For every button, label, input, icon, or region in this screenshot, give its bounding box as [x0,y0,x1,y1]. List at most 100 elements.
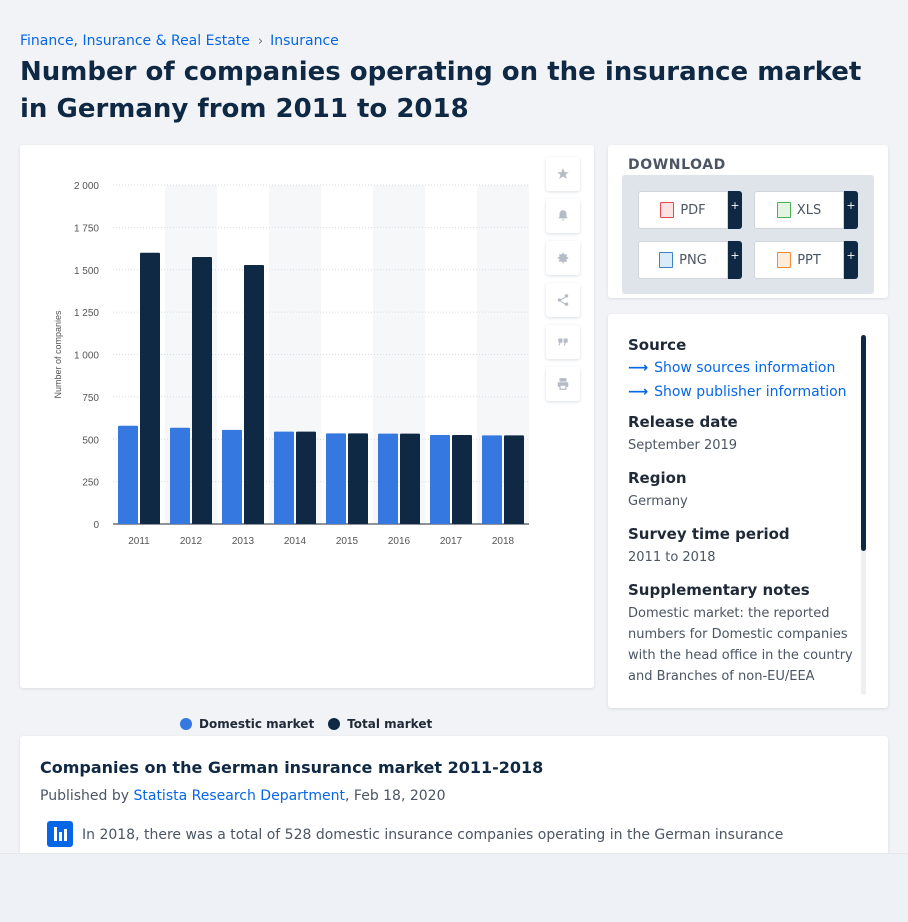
page-title: Number of companies operating on the ins… [20,57,862,124]
ppt-file-icon [777,252,792,268]
release-date-heading: Release date [628,413,738,431]
bar-total-2011 [140,252,160,525]
bar-domestic-2014 [274,431,294,524]
download-xls-button[interactable]: XLS + [754,191,858,229]
y-tick-label: 2 000 [74,181,99,192]
bar-domestic-2018 [482,435,502,524]
bar-domestic-2013 [222,429,242,524]
download-title: DOWNLOAD [628,157,726,173]
survey-period-value: 2011 to 2018 [628,550,716,565]
survey-period-heading: Survey time period [628,525,790,543]
arrow-right-icon: ⟶ [628,360,649,376]
plus-icon: + [728,191,742,229]
gear-icon [557,252,569,264]
x-tick-label: 2011 [128,536,150,547]
region-heading: Region [628,469,687,487]
bar-total-2015 [348,433,368,524]
y-axis-label: Number of companies [53,310,63,399]
published-by-prefix: Published by [40,788,134,804]
xls-file-icon [776,202,791,218]
download-pdf-button[interactable]: PDF + [638,191,742,229]
description-card: Companies on the German insurance market… [20,736,888,876]
settings-button[interactable] [546,241,580,275]
supplementary-notes-value: Domestic market: the reported numbers fo… [628,606,853,684]
share-icon [557,294,569,306]
chart-legend: Domestic market Total market [180,717,446,731]
bar-chart-icon [47,821,73,847]
bar-domestic-2016 [378,433,398,524]
breadcrumb-separator: › [257,33,264,49]
info-content: Source ⟶ Show sources information ⟶ Show… [628,336,856,700]
y-tick-label: 1 500 [74,266,99,277]
footer-bar [0,853,908,922]
show-sources-link[interactable]: ⟶ Show sources information [628,358,856,379]
legend-item-domestic[interactable]: Domestic market [180,717,314,731]
png-file-icon [659,252,674,268]
pdf-file-icon [660,202,675,218]
x-tick-label: 2017 [440,536,463,547]
description-title: Companies on the German insurance market… [40,758,544,777]
bar-domestic-2015 [326,433,346,524]
legend-item-total[interactable]: Total market [328,717,432,731]
source-heading: Source [628,336,687,354]
y-tick-label: 1 250 [74,308,99,319]
y-tick-label: 500 [82,435,99,446]
star-icon [557,168,569,179]
y-tick-label: 1 000 [74,351,99,362]
bar-total-2013 [244,265,264,524]
x-tick-label: 2014 [284,536,307,547]
breadcrumb: Finance, Insurance & Real Estate › Insur… [20,33,339,49]
bar-total-2014 [296,431,316,524]
bar-total-2012 [192,257,212,524]
region-value: Germany [628,494,688,509]
quote-icon [558,338,568,346]
bell-icon [558,210,568,221]
arrow-right-icon: ⟶ [628,384,649,400]
published-by: Published by Statista Research Departmen… [40,788,446,804]
plus-icon: + [844,191,858,229]
y-tick-label: 0 [93,520,99,531]
bar-domestic-2017 [430,435,450,524]
plus-icon: + [728,241,742,279]
release-date-value: September 2019 [628,438,738,453]
download-png-button[interactable]: PNG + [638,241,742,279]
supplementary-notes-heading: Supplementary notes [628,581,810,599]
x-tick-label: 2013 [232,536,255,547]
legend-dot-total [328,718,341,730]
scrollbar-thumb[interactable] [861,335,866,551]
download-xls-label: XLS [796,202,822,218]
download-ppt-button[interactable]: PPT + [754,241,858,279]
breadcrumb-finance-link[interactable]: Finance, Insurance & Real Estate [20,33,250,49]
published-date: , Feb 18, 2020 [345,788,446,804]
favorite-button[interactable] [546,157,580,191]
page: Finance, Insurance & Real Estate › Insur… [20,33,888,876]
download-png-label: PNG [679,252,707,268]
print-button[interactable] [546,367,580,401]
bar-total-2016 [400,433,420,524]
x-tick-label: 2018 [492,536,515,547]
bar-total-2018 [504,435,524,524]
x-tick-label: 2015 [336,536,359,547]
download-ppt-label: PPT [797,252,821,268]
info-card: Source ⟶ Show sources information ⟶ Show… [608,314,888,708]
bar-domestic-2011 [118,425,138,524]
bar-chart: 0 250 500 750 1 000 1 250 1 500 1 750 2 000 Numbe… [53,181,529,547]
plus-icon: + [844,241,858,279]
y-tick-label: 250 [82,478,99,489]
description-text: In 2018, there was a total of 528 domest… [82,827,784,843]
share-button[interactable] [546,283,580,317]
legend-label-total: Total market [347,717,433,731]
download-card: DOWNLOAD PDF + XLS + PNG + PPT + [608,145,888,298]
cite-button[interactable] [546,325,580,359]
bar-total-2017 [452,435,472,524]
notification-button[interactable] [546,199,580,233]
publisher-link[interactable]: Statista Research Department [133,788,346,804]
y-tick-label: 750 [82,393,99,404]
legend-label-domestic: Domestic market [199,717,315,731]
legend-dot-domestic [180,718,192,730]
bar-domestic-2012 [170,427,190,524]
show-publisher-link[interactable]: ⟶ Show publisher information [628,382,856,403]
download-pdf-label: PDF [680,202,706,218]
show-publisher-label: Show publisher information [654,384,847,400]
breadcrumb-insurance-link[interactable]: Insurance [270,33,339,49]
